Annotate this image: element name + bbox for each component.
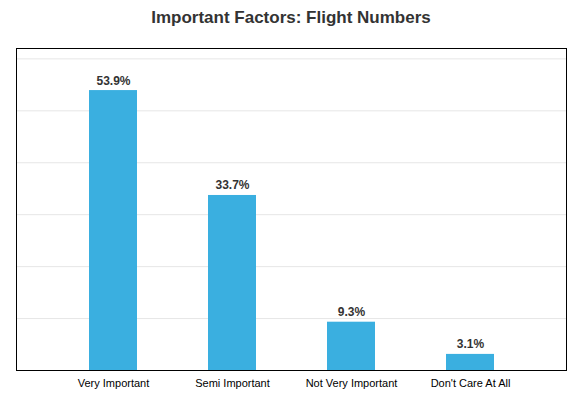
svg-text:Not Very Important: Not Very Important bbox=[306, 377, 398, 389]
svg-text:Semi Important: Semi Important bbox=[195, 377, 270, 389]
svg-text:Don't Care At All: Don't Care At All bbox=[431, 377, 511, 389]
svg-text:9.3%: 9.3% bbox=[338, 305, 366, 319]
svg-text:53.9%: 53.9% bbox=[96, 74, 130, 88]
svg-text:Very Important: Very Important bbox=[78, 377, 150, 389]
html-text:Important Factors: Flight Numb: Important Factors: Flight Numbers bbox=[151, 8, 431, 27]
svg-text:33.7%: 33.7% bbox=[215, 178, 249, 192]
svg-text:3.1%: 3.1% bbox=[457, 337, 485, 351]
